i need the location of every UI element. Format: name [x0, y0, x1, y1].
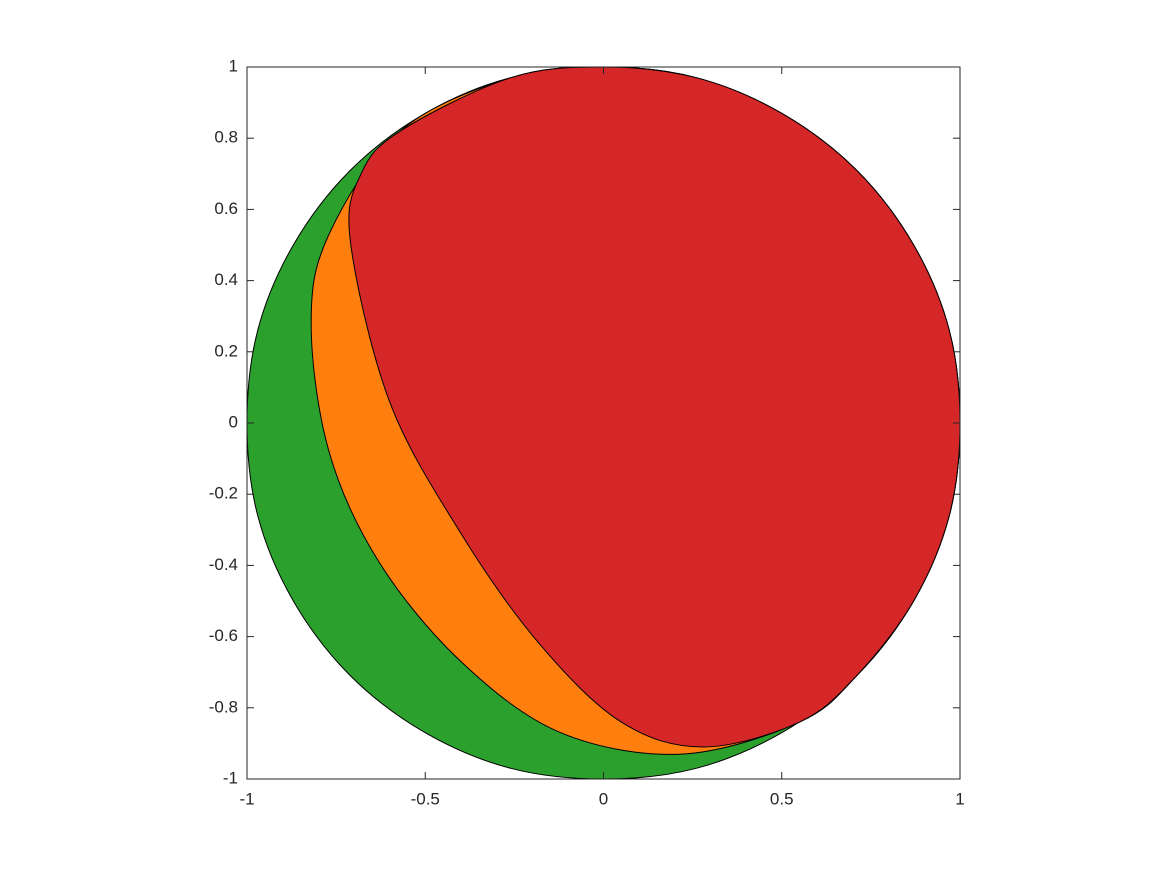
- x-tick-label: 0: [599, 789, 608, 808]
- y-tick-label: 0: [229, 412, 238, 431]
- y-tick-label: 0.8: [214, 128, 238, 147]
- patch: [348, 66, 961, 748]
- y-tick-label: -0.6: [209, 626, 238, 645]
- x-tick-label: -1: [239, 789, 254, 808]
- x-tick-label: -0.5: [411, 789, 440, 808]
- y-tick-label: 0.2: [214, 341, 238, 360]
- y-tick-label: -0.8: [209, 697, 238, 716]
- y-tick-label: 1: [229, 56, 238, 75]
- y-tick-label: -1: [223, 768, 238, 787]
- y-tick-label: -0.4: [209, 555, 238, 574]
- y-tick-label: 0.6: [214, 199, 238, 218]
- y-tick-label: 0.4: [214, 270, 238, 289]
- y-tick-label: -0.2: [209, 484, 238, 503]
- x-tick-label: 1: [955, 789, 964, 808]
- x-tick-label: 0.5: [770, 789, 794, 808]
